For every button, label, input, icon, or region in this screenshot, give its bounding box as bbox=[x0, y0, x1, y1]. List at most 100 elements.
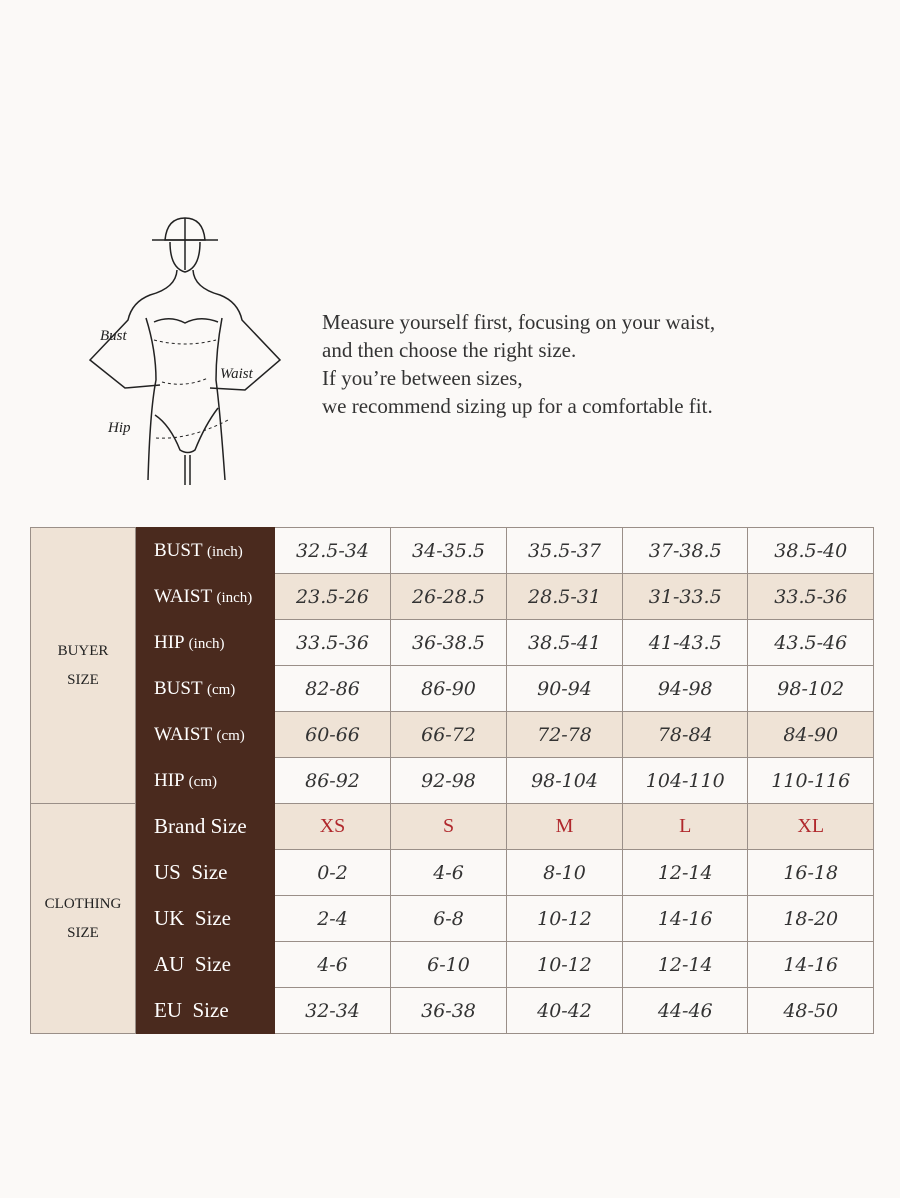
size-cell: 40-42 bbox=[506, 987, 623, 1034]
size-cell: 8-10 bbox=[506, 849, 623, 896]
size-cell: 2-4 bbox=[274, 895, 391, 942]
row-label: BUST (cm) bbox=[135, 665, 275, 712]
row-label: HIP (cm) bbox=[135, 757, 275, 804]
size-cell: 14-16 bbox=[747, 941, 874, 988]
table-row: HIP (cm) 86-92 92-98 98-104 104-110 110-116 bbox=[31, 757, 874, 804]
row-label: HIP (inch) bbox=[135, 619, 275, 666]
measure-unit: (cm) bbox=[216, 727, 245, 744]
table-row: WAIST (inch) 23.5-26 26-28.5 28.5-31 31-33.5… bbox=[31, 573, 874, 620]
intro-line: and then choose the right size. bbox=[322, 338, 577, 362]
size-cell: 4-6 bbox=[274, 941, 391, 988]
size-cell: 41-43.5 bbox=[621, 619, 749, 666]
buyer-size-group: BUYER SIZE bbox=[30, 527, 136, 804]
intro-line: If you’re between sizes, bbox=[322, 366, 523, 390]
table-row: EU Size 32-34 36-38 40-42 44-46 48-50 bbox=[31, 987, 874, 1034]
measure-name: WAIST bbox=[154, 585, 212, 607]
size-cell: 33.5-36 bbox=[747, 573, 874, 620]
size-cell: 98-102 bbox=[747, 665, 874, 712]
size-chart-table: BUYER SIZE BUST (inch) 32.5-34 34-35.5 35.5-3… bbox=[30, 527, 874, 1034]
size-cell: 10-12 bbox=[506, 941, 623, 988]
size-cell: 66-72 bbox=[390, 711, 507, 758]
measure-unit: (inch) bbox=[216, 589, 253, 606]
table-row: AU Size 4-6 6-10 10-12 12-14 14-16 bbox=[31, 941, 874, 988]
size-cell: 104-110 bbox=[621, 757, 749, 804]
size-cell: 37-38.5 bbox=[621, 527, 749, 574]
measure-unit: (inch) bbox=[188, 635, 225, 652]
brand-size-cell: XL bbox=[747, 803, 874, 850]
size-cell: 28.5-31 bbox=[506, 573, 623, 620]
table-row: WAIST (cm) 60-66 66-72 72-78 78-84 84-90 bbox=[31, 711, 874, 758]
row-label: Brand Size bbox=[135, 803, 275, 850]
row-label: BUST (inch) bbox=[135, 527, 275, 574]
size-cell: 23.5-26 bbox=[274, 573, 391, 620]
size-cell: 84-90 bbox=[747, 711, 874, 758]
size-cell: 92-98 bbox=[390, 757, 507, 804]
row-label: EU Size bbox=[135, 987, 275, 1034]
measure-name: WAIST bbox=[154, 723, 212, 745]
size-cell: 86-90 bbox=[390, 665, 507, 712]
measure-name: BUST bbox=[154, 539, 203, 561]
group-label: SIZE bbox=[67, 924, 99, 941]
size-cell: 44-46 bbox=[621, 987, 749, 1034]
table-row: BUYER SIZE BUST (inch) 32.5-34 34-35.5 35.5-3… bbox=[30, 527, 874, 804]
table-row: UK Size 2-4 6-8 10-12 14-16 18-20 bbox=[31, 895, 874, 942]
size-cell: 48-50 bbox=[747, 987, 874, 1034]
size-cell: 78-84 bbox=[621, 711, 749, 758]
measure-name: HIP bbox=[154, 631, 184, 653]
size-cell: 14-16 bbox=[621, 895, 749, 942]
size-cell: 72-78 bbox=[506, 711, 623, 758]
size-cell: 86-92 bbox=[274, 757, 391, 804]
measurement-instructions: Measure yourself first, focusing on your… bbox=[322, 308, 715, 420]
body-measurement-figure: Bust Waist Hip bbox=[88, 217, 282, 485]
group-label: CLOTHING bbox=[44, 895, 122, 912]
waist-label: Waist bbox=[220, 366, 254, 382]
size-cell: 16-18 bbox=[747, 849, 874, 896]
row-label: US Size bbox=[135, 849, 275, 896]
size-cell: 34-35.5 bbox=[390, 527, 507, 574]
size-cell: 94-98 bbox=[621, 665, 749, 712]
brand-size-cell: L bbox=[621, 803, 749, 850]
size-cell: 10-12 bbox=[506, 895, 623, 942]
brand-size-cell: M bbox=[506, 803, 623, 850]
measure-name: BUST bbox=[154, 677, 203, 699]
row-label: UK Size bbox=[135, 895, 275, 942]
size-cell: 38.5-41 bbox=[506, 619, 623, 666]
group-label: BUYER bbox=[57, 642, 109, 659]
size-cell: 110-116 bbox=[747, 757, 874, 804]
table-row: CLOTHING SIZE Brand Size XS S M L XL bbox=[30, 803, 874, 1034]
size-cell: 31-33.5 bbox=[621, 573, 749, 620]
size-cell: 32.5-34 bbox=[274, 527, 391, 574]
size-cell: 26-28.5 bbox=[390, 573, 507, 620]
size-cell: 4-6 bbox=[390, 849, 507, 896]
size-cell: 36-38 bbox=[390, 987, 507, 1034]
hip-label: Hip bbox=[107, 420, 131, 436]
table-row: BUST (cm) 82-86 86-90 90-94 94-98 98-102 bbox=[31, 665, 874, 712]
size-cell: 98-104 bbox=[506, 757, 623, 804]
size-cell: 90-94 bbox=[506, 665, 623, 712]
table-row: HIP (inch) 33.5-36 36-38.5 38.5-41 41-43.5 43… bbox=[31, 619, 874, 666]
row-label: WAIST (inch) bbox=[135, 573, 275, 620]
size-cell: 12-14 bbox=[621, 849, 749, 896]
measure-unit: (cm) bbox=[206, 681, 236, 698]
size-cell: 6-8 bbox=[390, 895, 507, 942]
measure-name: HIP bbox=[154, 769, 184, 791]
table-row: US Size 0-2 4-6 8-10 12-14 16-18 bbox=[31, 849, 874, 896]
size-cell: 33.5-36 bbox=[274, 619, 391, 666]
brand-size-cell: XS bbox=[274, 803, 391, 850]
bust-label: Bust bbox=[100, 328, 128, 344]
size-cell: 60-66 bbox=[274, 711, 391, 758]
clothing-size-group: CLOTHING SIZE bbox=[30, 803, 136, 1034]
intro-line: we recommend sizing up for a comfortable… bbox=[322, 394, 713, 418]
size-cell: 36-38.5 bbox=[390, 619, 507, 666]
size-cell: 32-34 bbox=[274, 987, 391, 1034]
intro-line: Measure yourself first, focusing on your… bbox=[322, 310, 716, 334]
size-cell: 43.5-46 bbox=[747, 619, 874, 666]
size-cell: 18-20 bbox=[747, 895, 874, 942]
row-label: WAIST (cm) bbox=[135, 711, 275, 758]
size-cell: 38.5-40 bbox=[747, 527, 874, 574]
size-cell: 12-14 bbox=[621, 941, 749, 988]
group-label: SIZE bbox=[67, 671, 99, 688]
brand-size-cell: S bbox=[390, 803, 507, 850]
size-cell: 6-10 bbox=[390, 941, 507, 988]
measure-unit: (cm) bbox=[188, 773, 217, 790]
